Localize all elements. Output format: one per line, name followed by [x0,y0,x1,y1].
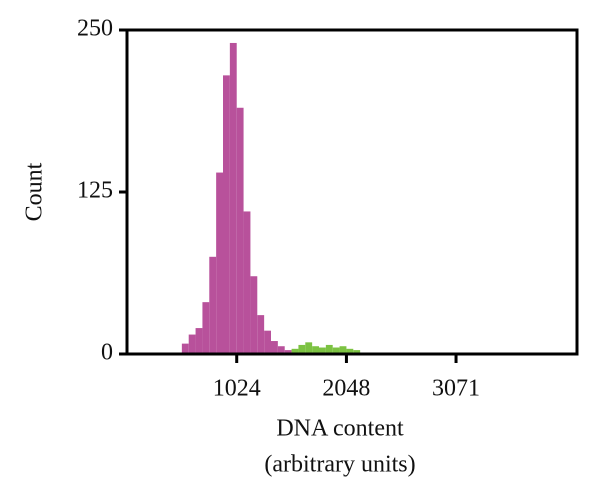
y-tick-label: 250 [77,16,113,42]
histogram-bar [353,350,361,354]
histogram-bar [195,328,203,354]
x-axis-label: DNA content [276,416,404,442]
histogram-bar [209,256,217,354]
histogram-bar [298,344,306,354]
y-axis-label: Count [22,162,48,221]
x-tick-label: 2048 [322,376,370,402]
histogram-bar [271,341,278,354]
histogram-bar [312,346,319,354]
histogram-bar [277,346,285,354]
histogram-bar [257,315,265,354]
histogram-bar [229,42,237,355]
histogram-bar [291,348,299,354]
histogram-bar [264,330,271,354]
histogram-bar [216,172,223,354]
histogram-bar [188,334,196,354]
histogram-bar [325,344,333,354]
y-tick-label: 125 [77,178,113,204]
histogram-bar [181,343,189,354]
histogram-bar [236,107,244,354]
histogram-bar [346,348,354,354]
histogram-bar [305,342,313,354]
histogram-bar [223,75,230,355]
histogram-bar [202,302,210,354]
x-tick-label: 3071 [432,376,480,402]
x-axis-label: (arbitrary units) [264,452,415,478]
x-tick-label: 1024 [213,376,261,402]
y-tick-label: 0 [101,340,113,366]
histogram-bar [339,346,347,354]
plot-frame [125,28,579,356]
histogram-bar [319,347,326,354]
histogram-bar [243,211,251,354]
histogram-bar [332,347,340,354]
histogram-bar [250,276,258,354]
histogram-bar [284,350,292,354]
